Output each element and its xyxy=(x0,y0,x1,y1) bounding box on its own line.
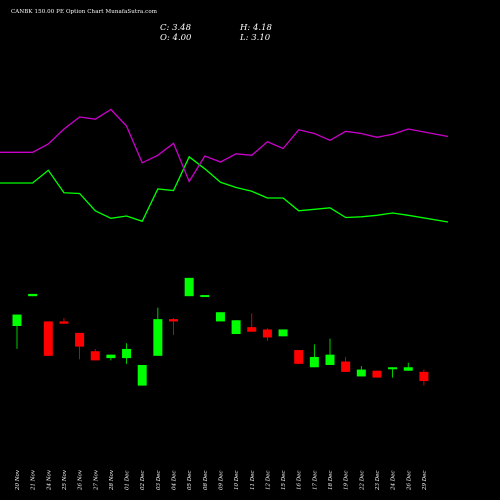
x-tick-label: 04 Dec xyxy=(172,471,178,491)
x-tick-label: 02 Dec xyxy=(140,471,146,491)
candle-body xyxy=(90,351,100,361)
x-tick-label: 28 Nov xyxy=(109,469,115,491)
x-tick-label: 27 Nov xyxy=(93,469,99,491)
x-tick-label: 26 Dec xyxy=(406,471,412,492)
candle-body xyxy=(215,312,225,322)
overlay-line-1 xyxy=(0,155,449,223)
x-tick-label: 16 Dec xyxy=(297,471,303,491)
x-tick-label: 26 Nov xyxy=(78,469,84,491)
ohlc-open: O: 4.00 xyxy=(160,33,192,43)
x-tick-label: 21 Nov xyxy=(31,469,37,491)
candle-2 xyxy=(28,293,38,297)
x-tick-label: 23 Dec xyxy=(375,471,381,492)
candle-body xyxy=(75,332,85,347)
candle-body xyxy=(153,319,163,356)
candle-7 xyxy=(106,354,116,361)
ohlc-low: L: 3.10 xyxy=(240,33,271,43)
candle-body xyxy=(231,320,241,335)
candle-body xyxy=(59,321,69,324)
candle-body xyxy=(356,369,366,377)
candle-body xyxy=(388,367,398,370)
candle-body xyxy=(247,327,257,332)
candle-body xyxy=(341,361,351,372)
x-tick-label: 22 Dec xyxy=(359,471,365,492)
candle-25 xyxy=(388,367,398,378)
candle-14 xyxy=(215,312,225,322)
candle-body xyxy=(184,277,194,297)
candle-6 xyxy=(90,348,100,361)
candle-body xyxy=(278,329,288,337)
candle-8 xyxy=(122,343,132,364)
candle-9 xyxy=(137,364,147,386)
x-tick-label: 24 Dec xyxy=(391,471,397,492)
chart-title: CANBK 150.00 PE Option Chart MunafaSutra… xyxy=(11,9,158,15)
x-tick-label: 15 Dec xyxy=(281,471,287,491)
candle-body xyxy=(309,356,319,368)
x-tick-label: 17 Dec xyxy=(312,471,318,491)
candle-17 xyxy=(262,328,272,341)
x-axis-ticks: 20 Nov 21 Nov 24 Nov 25 Nov 26 Nov 27 Nov 28 N… xyxy=(15,469,428,491)
candle-body xyxy=(106,354,116,359)
candle-body xyxy=(12,314,22,326)
x-tick-label: 05 Dec xyxy=(187,471,193,491)
candle-body xyxy=(28,293,38,297)
x-tick-label: 19 Dec xyxy=(344,471,350,491)
x-tick-label: 11 Dec xyxy=(250,471,256,491)
candle-body xyxy=(122,348,132,359)
x-tick-label: 18 Dec xyxy=(328,471,334,491)
x-tick-label: 10 Dec xyxy=(234,471,240,491)
x-tick-label: 01 Dec xyxy=(125,471,131,491)
x-tick-label: 03 Dec xyxy=(156,471,162,491)
x-tick-label: 09 Dec xyxy=(218,471,224,491)
candles xyxy=(12,277,429,386)
candle-body xyxy=(419,371,429,382)
candle-27 xyxy=(419,369,429,386)
candle-body xyxy=(43,321,53,356)
candle-5 xyxy=(75,332,85,360)
candle-13 xyxy=(200,295,210,298)
overlay-lines xyxy=(0,108,449,223)
candle-12 xyxy=(184,277,194,297)
candle-body xyxy=(325,354,335,365)
candle-21 xyxy=(325,338,335,365)
candle-1 xyxy=(12,314,22,349)
x-tick-label: 25 Nov xyxy=(62,469,68,491)
candle-16 xyxy=(247,313,257,332)
candle-20 xyxy=(309,344,319,368)
candle-15 xyxy=(231,320,241,335)
x-tick-label: 20 Nov xyxy=(15,469,21,491)
overlay-line-2 xyxy=(0,108,449,183)
candle-22 xyxy=(341,356,351,372)
x-tick-label: 24 Nov xyxy=(46,469,52,491)
candle-body xyxy=(169,319,178,322)
candle-4 xyxy=(59,317,69,324)
candle-body xyxy=(262,329,272,338)
candle-body xyxy=(372,370,382,378)
candle-18 xyxy=(278,329,288,337)
candle-body xyxy=(294,350,304,364)
candle-body xyxy=(403,367,413,371)
x-tick-label: 29 Dec xyxy=(422,471,428,492)
candle-10 xyxy=(153,307,163,356)
candle-26 xyxy=(403,362,413,371)
candle-19 xyxy=(294,350,304,364)
candle-3 xyxy=(43,321,53,356)
candle-23 xyxy=(356,366,366,377)
ohlc-high: H: 4.18 xyxy=(240,23,272,33)
x-tick-label: 12 Dec xyxy=(265,471,271,491)
ohlc-close: C: 3.48 xyxy=(160,23,191,33)
candle-body xyxy=(200,295,210,298)
x-tick-label: 08 Dec xyxy=(203,471,209,491)
candle-11 xyxy=(169,317,178,336)
candle-body xyxy=(137,364,147,386)
candle-24 xyxy=(372,370,382,378)
